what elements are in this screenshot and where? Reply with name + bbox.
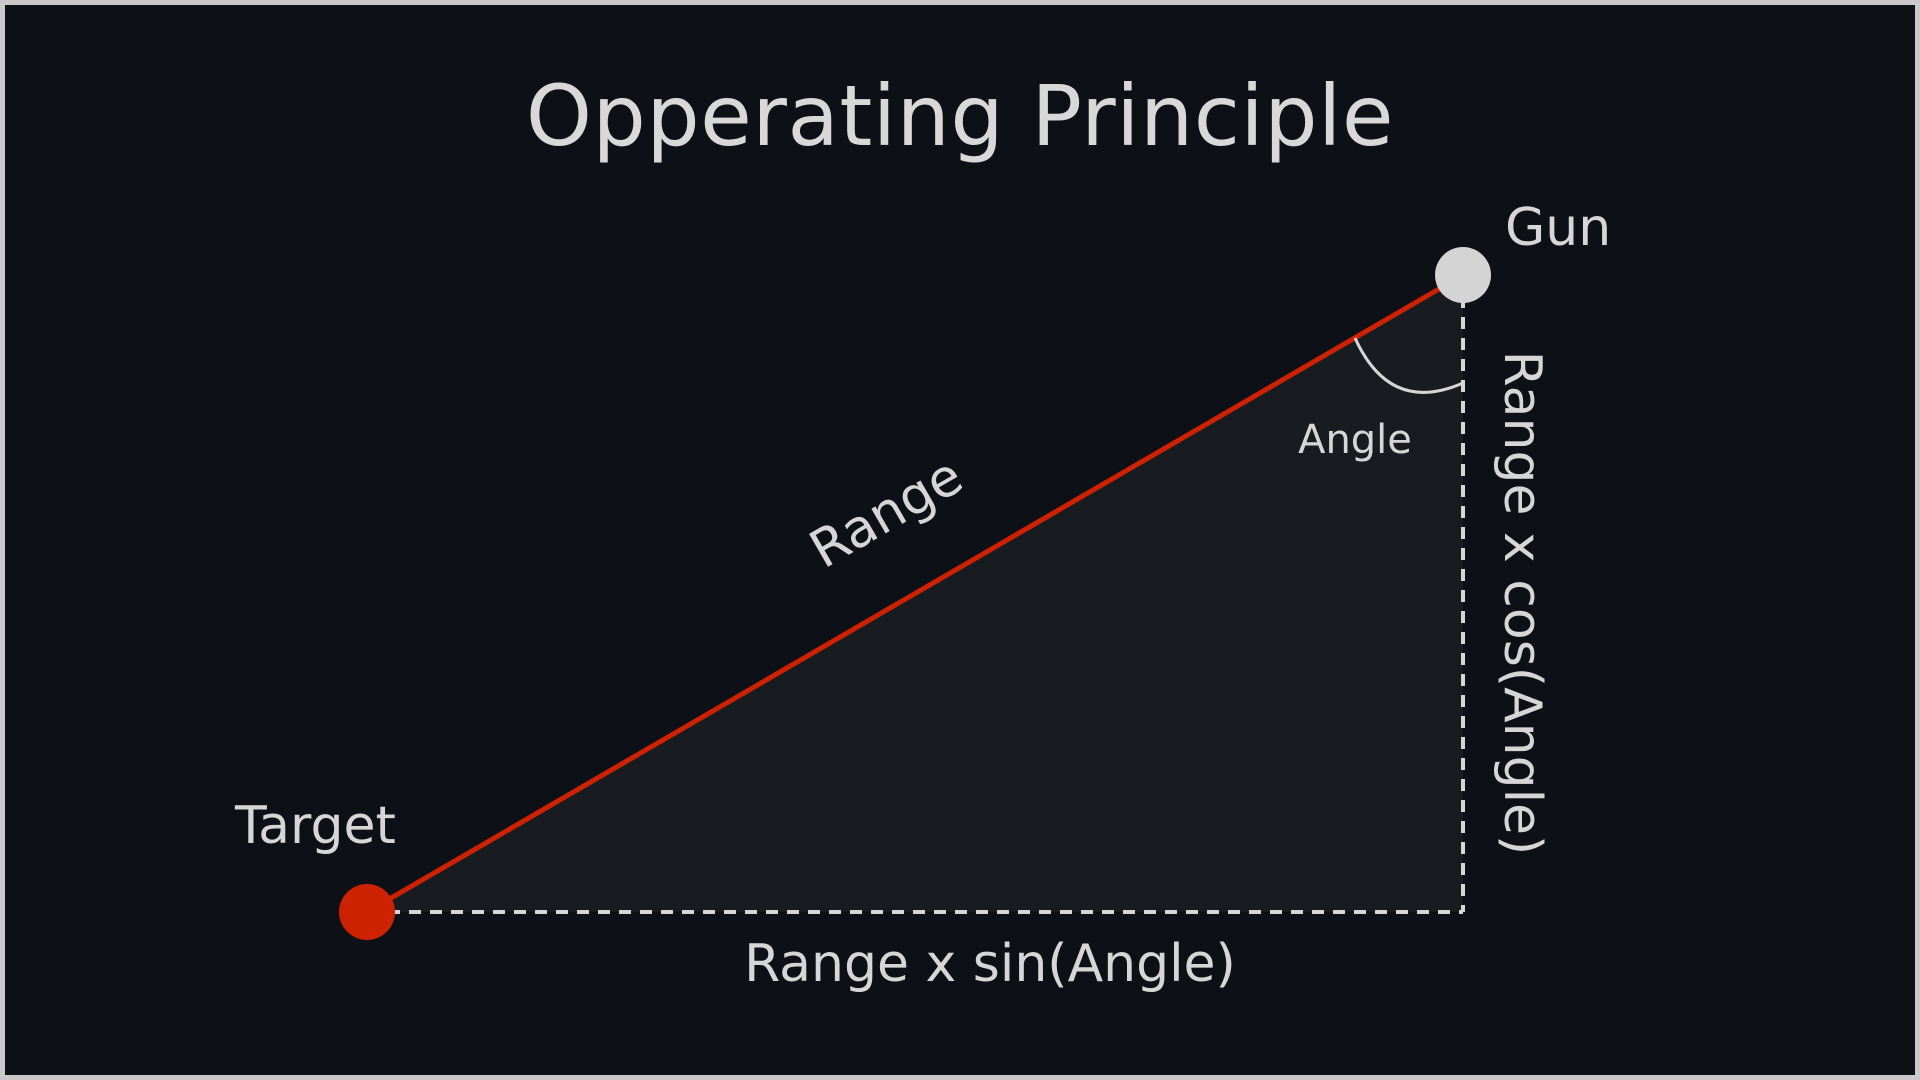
adjacent-side-label: Range x cos(Angle) — [1492, 351, 1552, 856]
gun-label: Gun — [1505, 198, 1611, 258]
angle-arc — [1353, 337, 1464, 394]
gun-point — [1435, 247, 1491, 303]
angle-label: Angle — [1298, 417, 1412, 463]
slide-title: Opperating Principle — [525, 67, 1395, 165]
target-label: Target — [234, 796, 396, 856]
range-line — [365, 272, 1465, 915]
opposite-side-label: Range x sin(Angle) — [744, 934, 1236, 994]
triangle-diagram: Gun Target Range Angle Range x cos(Angle… — [234, 198, 1611, 994]
range-label: Range — [800, 446, 973, 580]
target-point — [339, 884, 395, 940]
